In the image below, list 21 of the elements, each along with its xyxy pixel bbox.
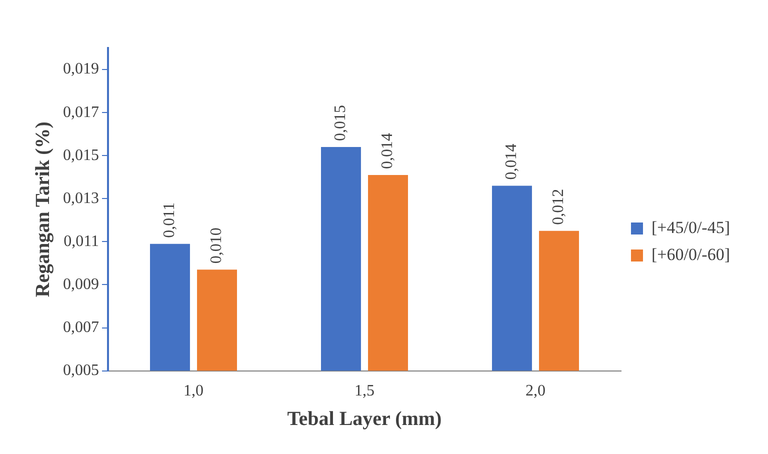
y-tick-label: 0,005 bbox=[63, 362, 99, 380]
y-tick-label: 0,011 bbox=[64, 232, 99, 250]
data-label: 0,011 bbox=[161, 202, 178, 238]
legend-label: [+60/0/-60] bbox=[651, 244, 730, 264]
y-tick-label: 0,019 bbox=[63, 60, 99, 78]
y-tick-label: 0,013 bbox=[63, 190, 99, 207]
x-tick-label: 1,0 bbox=[183, 382, 204, 400]
y-axis-title: Regangan Tarik (%) bbox=[32, 122, 54, 298]
data-label: 0,014 bbox=[379, 132, 396, 169]
y-tick-label: 0,007 bbox=[63, 318, 99, 336]
data-label: 0,014 bbox=[503, 144, 520, 180]
legend-label: [+45/0/-45] bbox=[651, 218, 730, 237]
data-label: 0,015 bbox=[332, 104, 350, 141]
x-tick-label: 2,0 bbox=[525, 382, 546, 400]
y-tick-label: 0,017 bbox=[63, 104, 99, 121]
y-tick-label: 0,015 bbox=[63, 146, 99, 164]
y-tick-label: 0,009 bbox=[63, 276, 99, 293]
x-axis-title: Tebal Layer (mm) bbox=[287, 408, 442, 430]
x-tick-label: 1,5 bbox=[354, 382, 374, 400]
data-label: 0,012 bbox=[550, 188, 568, 225]
data-label: 0,010 bbox=[208, 228, 226, 264]
